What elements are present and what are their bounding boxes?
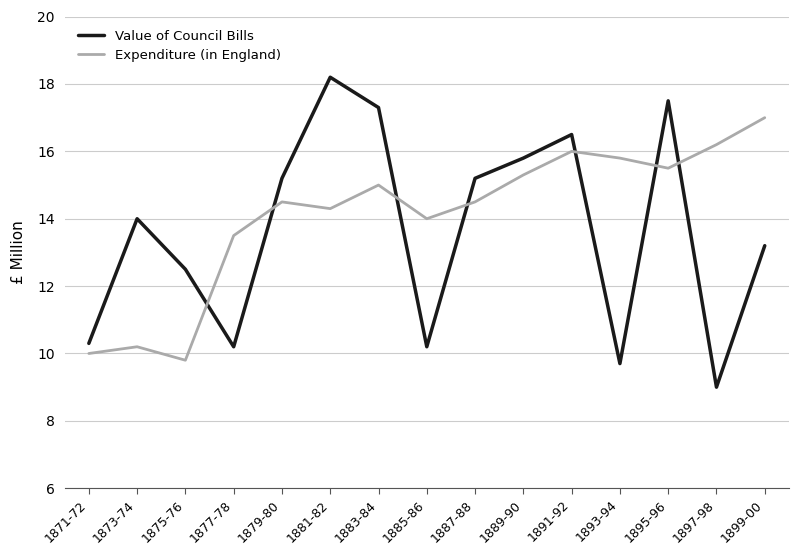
Expenditure (in England) — [229, 232, 238, 239]
Value of Council Bills — [567, 131, 577, 138]
Expenditure (in England) — [712, 141, 722, 148]
Value of Council Bills — [615, 360, 625, 367]
Value of Council Bills — [760, 242, 770, 249]
Value of Council Bills — [663, 97, 673, 104]
Value of Council Bills — [422, 344, 431, 350]
Value of Council Bills — [181, 266, 190, 272]
Line: Value of Council Bills: Value of Council Bills — [89, 77, 765, 387]
Y-axis label: £ Million: £ Million — [11, 221, 26, 284]
Value of Council Bills — [229, 344, 238, 350]
Expenditure (in England) — [518, 172, 528, 178]
Value of Council Bills — [132, 215, 142, 222]
Expenditure (in England) — [326, 205, 335, 212]
Expenditure (in England) — [132, 344, 142, 350]
Value of Council Bills — [277, 175, 286, 182]
Expenditure (in England) — [84, 350, 94, 357]
Value of Council Bills — [712, 384, 722, 390]
Value of Council Bills — [84, 340, 94, 347]
Expenditure (in England) — [470, 198, 480, 205]
Line: Expenditure (in England): Expenditure (in England) — [89, 118, 765, 360]
Value of Council Bills — [518, 155, 528, 161]
Expenditure (in England) — [277, 198, 286, 205]
Legend: Value of Council Bills, Expenditure (in England): Value of Council Bills, Expenditure (in … — [71, 23, 287, 68]
Expenditure (in England) — [760, 115, 770, 121]
Expenditure (in England) — [374, 182, 383, 188]
Expenditure (in England) — [181, 357, 190, 364]
Value of Council Bills — [470, 175, 480, 182]
Expenditure (in England) — [422, 215, 431, 222]
Value of Council Bills — [374, 104, 383, 111]
Expenditure (in England) — [663, 165, 673, 172]
Expenditure (in England) — [615, 155, 625, 161]
Expenditure (in England) — [567, 148, 577, 155]
Value of Council Bills — [326, 74, 335, 81]
